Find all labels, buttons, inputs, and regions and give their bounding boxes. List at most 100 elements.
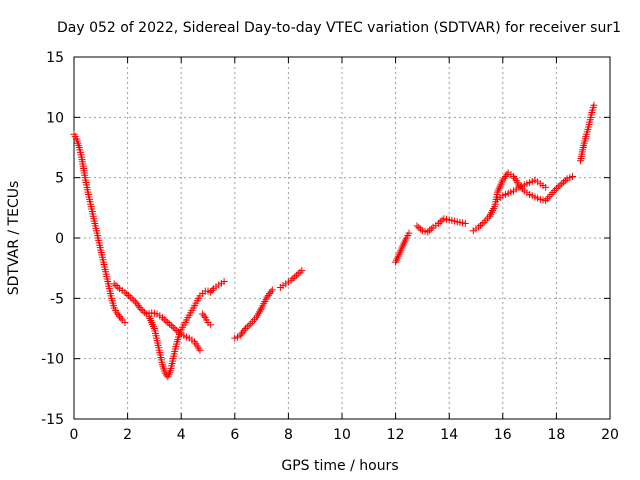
y-axis-title: SDTVAR / TECUs [6, 181, 22, 296]
data-point [196, 346, 204, 354]
data-point [417, 225, 425, 233]
x-axis-title: GPS time / hours [281, 458, 398, 474]
data-point [123, 290, 131, 298]
data-point [461, 220, 469, 228]
data-point [501, 172, 509, 180]
y-tick-label: 15 [46, 50, 64, 66]
x-tick-label: 8 [284, 427, 293, 443]
data-point [268, 286, 276, 294]
data-point [590, 101, 598, 109]
data-point [289, 275, 297, 283]
data-point [478, 220, 486, 228]
y-tick-label: 5 [55, 171, 64, 187]
data-point [263, 293, 271, 301]
y-tick-label: 0 [55, 231, 64, 247]
data-point [117, 314, 125, 322]
data-point [554, 183, 562, 191]
data-point [291, 273, 299, 281]
data-point [128, 295, 136, 303]
data-point [243, 323, 251, 331]
data-point [296, 268, 304, 276]
data-point [158, 314, 166, 322]
data-point [166, 320, 174, 328]
data-point [124, 292, 132, 300]
data-point [558, 180, 566, 188]
x-tick-label: 14 [440, 427, 458, 443]
data-point [436, 218, 444, 226]
data-point [207, 288, 215, 296]
x-tick-label: 2 [123, 427, 132, 443]
data-point [475, 223, 483, 231]
data-point [236, 332, 244, 340]
data-point [199, 310, 207, 318]
axis-ticks: 0 2 4 6 8 10 12 14 16 18 20 -15 -10 -5 0 5 10 15 [41, 50, 619, 443]
data-point [139, 307, 147, 315]
data-point [287, 276, 295, 284]
data-point [133, 300, 141, 308]
data-point [500, 174, 508, 182]
data-point [266, 290, 274, 298]
y-tick-label: -10 [41, 352, 64, 368]
data-point [238, 330, 245, 338]
chart-title: Day 052 of 2022, Sidereal Day-to-day VTE… [57, 20, 621, 36]
data-point [112, 281, 120, 289]
data-point [171, 325, 179, 333]
data-point [116, 312, 124, 320]
data-point [267, 288, 275, 296]
x-tick-label: 18 [547, 427, 565, 443]
data-point [298, 267, 306, 275]
data-point [568, 172, 576, 180]
x-tick-label: 6 [230, 427, 239, 443]
data-point [121, 318, 129, 326]
data-point [137, 305, 145, 313]
data-point [556, 181, 564, 189]
data-point [476, 222, 484, 230]
data-point [434, 220, 442, 228]
data-point [413, 222, 421, 230]
x-tick-label: 4 [177, 427, 186, 443]
data-point [113, 309, 121, 317]
data-point [136, 303, 144, 311]
data-point [132, 298, 140, 306]
x-tick-label: 10 [333, 427, 351, 443]
data-point [552, 185, 560, 193]
data-point [114, 311, 122, 319]
data-point [239, 328, 247, 336]
data-point [499, 176, 507, 184]
data-point [405, 229, 413, 237]
data-point [134, 302, 142, 310]
data-point [220, 277, 228, 285]
data-marks [70, 101, 598, 381]
data-point [438, 216, 446, 224]
data-point [126, 293, 134, 301]
data-point [173, 327, 181, 335]
data-point [200, 312, 208, 320]
x-tick-label: 20 [601, 427, 619, 443]
data-point [167, 322, 175, 330]
data-point [208, 286, 216, 294]
data-point [141, 308, 149, 316]
data-point [121, 288, 129, 296]
data-point [415, 224, 423, 232]
data-point [427, 225, 435, 233]
x-tick-label: 12 [387, 427, 405, 443]
data-point [169, 323, 177, 331]
data-point [245, 321, 253, 329]
data-point [114, 283, 122, 291]
y-tick-label: 10 [46, 110, 64, 126]
data-point [164, 318, 172, 326]
data-point [160, 315, 168, 323]
data-point [207, 321, 215, 329]
data-point [294, 270, 302, 278]
data-point [542, 183, 550, 191]
data-point [240, 326, 248, 334]
grid-lines [74, 57, 610, 419]
data-point [292, 271, 300, 279]
x-tick-label: 16 [494, 427, 512, 443]
data-point [162, 317, 170, 325]
y-tick-label: -5 [50, 291, 64, 307]
y-tick-label: -15 [41, 412, 64, 428]
data-point [242, 325, 250, 332]
data-point [264, 291, 272, 299]
